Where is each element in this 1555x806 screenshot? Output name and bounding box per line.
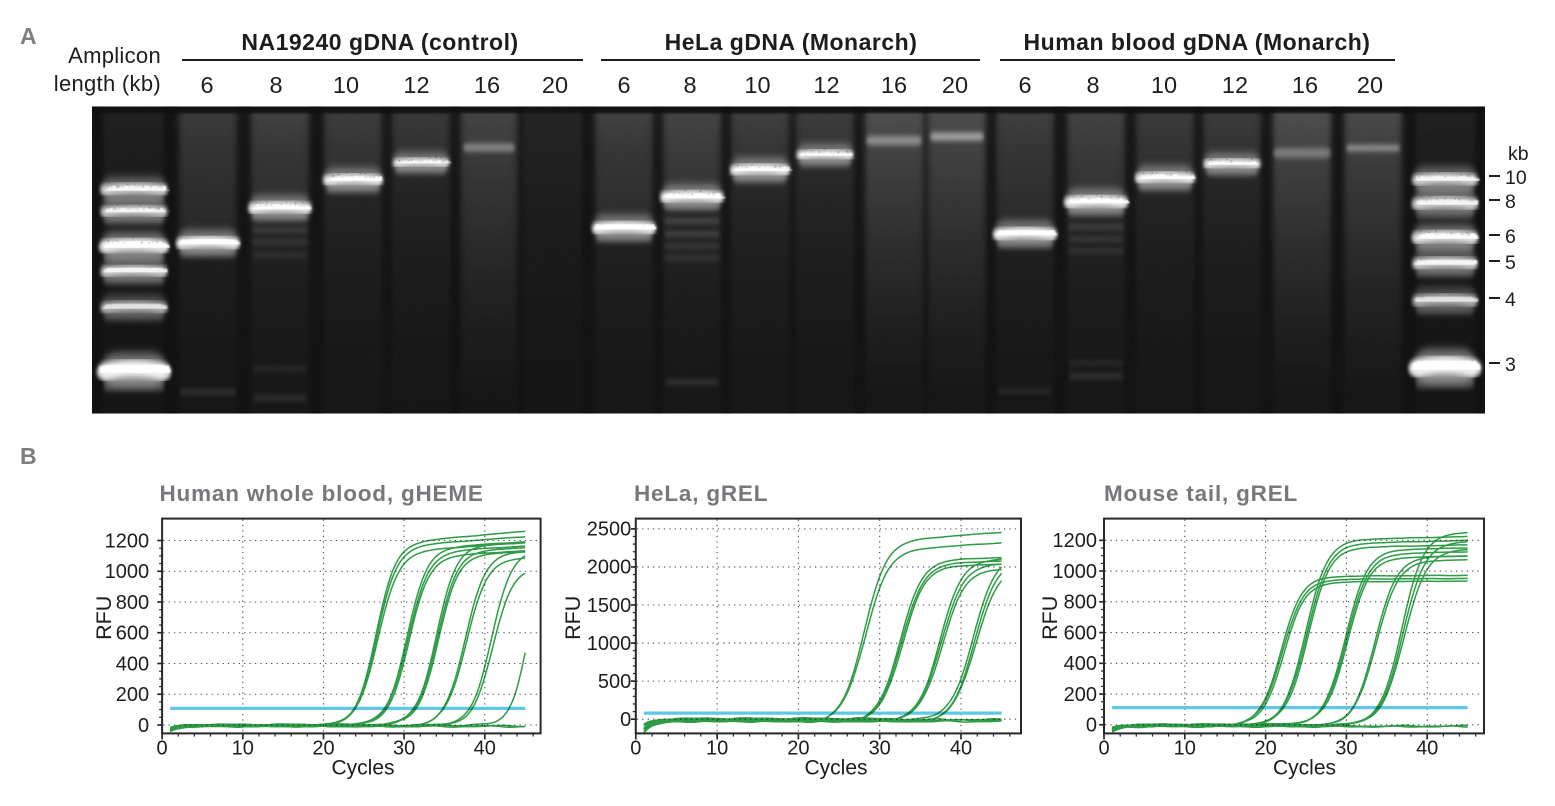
svg-text:400: 400 <box>1064 653 1097 675</box>
svg-text:0: 0 <box>630 737 641 759</box>
svg-text:RFU: RFU <box>92 596 116 640</box>
svg-text:20: 20 <box>1254 737 1276 759</box>
svg-text:10: 10 <box>232 737 254 759</box>
svg-text:10: 10 <box>1174 737 1196 759</box>
svg-text:RFU: RFU <box>561 596 585 640</box>
svg-text:1000: 1000 <box>587 633 632 655</box>
svg-text:0: 0 <box>1098 737 1109 759</box>
svg-text:200: 200 <box>116 684 149 706</box>
svg-text:30: 30 <box>393 737 415 759</box>
svg-text:500: 500 <box>598 671 631 693</box>
svg-text:400: 400 <box>116 653 149 675</box>
svg-text:2500: 2500 <box>587 519 632 541</box>
svg-text:40: 40 <box>1416 737 1438 759</box>
svg-text:1200: 1200 <box>105 530 150 552</box>
svg-text:30: 30 <box>869 737 891 759</box>
svg-text:0: 0 <box>157 737 168 759</box>
svg-text:2000: 2000 <box>587 557 632 579</box>
svg-text:RFU: RFU <box>1038 596 1062 640</box>
svg-text:1200: 1200 <box>1053 530 1098 552</box>
svg-text:200: 200 <box>1064 684 1097 706</box>
svg-text:600: 600 <box>1064 622 1097 644</box>
svg-text:Mouse tail, gREL: Mouse tail, gREL <box>1104 481 1298 506</box>
svg-text:40: 40 <box>474 737 496 759</box>
svg-text:0: 0 <box>138 715 149 737</box>
svg-text:40: 40 <box>950 737 972 759</box>
svg-text:HeLa, gREL: HeLa, gREL <box>634 481 768 506</box>
svg-text:20: 20 <box>312 737 334 759</box>
svg-text:20: 20 <box>787 737 809 759</box>
svg-text:0: 0 <box>1086 715 1097 737</box>
svg-text:Cycles: Cycles <box>1273 757 1336 780</box>
svg-text:800: 800 <box>116 592 149 614</box>
svg-text:0: 0 <box>620 709 631 731</box>
svg-text:Cycles: Cycles <box>804 757 867 780</box>
svg-text:10: 10 <box>706 737 728 759</box>
svg-text:1000: 1000 <box>105 561 150 583</box>
svg-text:1500: 1500 <box>587 595 632 617</box>
svg-text:800: 800 <box>1064 592 1097 614</box>
svg-text:600: 600 <box>116 623 149 645</box>
svg-text:Human whole blood, gHEME: Human whole blood, gHEME <box>160 481 484 506</box>
svg-text:30: 30 <box>1335 737 1357 759</box>
svg-text:Cycles: Cycles <box>331 757 394 780</box>
svg-text:1000: 1000 <box>1053 561 1098 583</box>
